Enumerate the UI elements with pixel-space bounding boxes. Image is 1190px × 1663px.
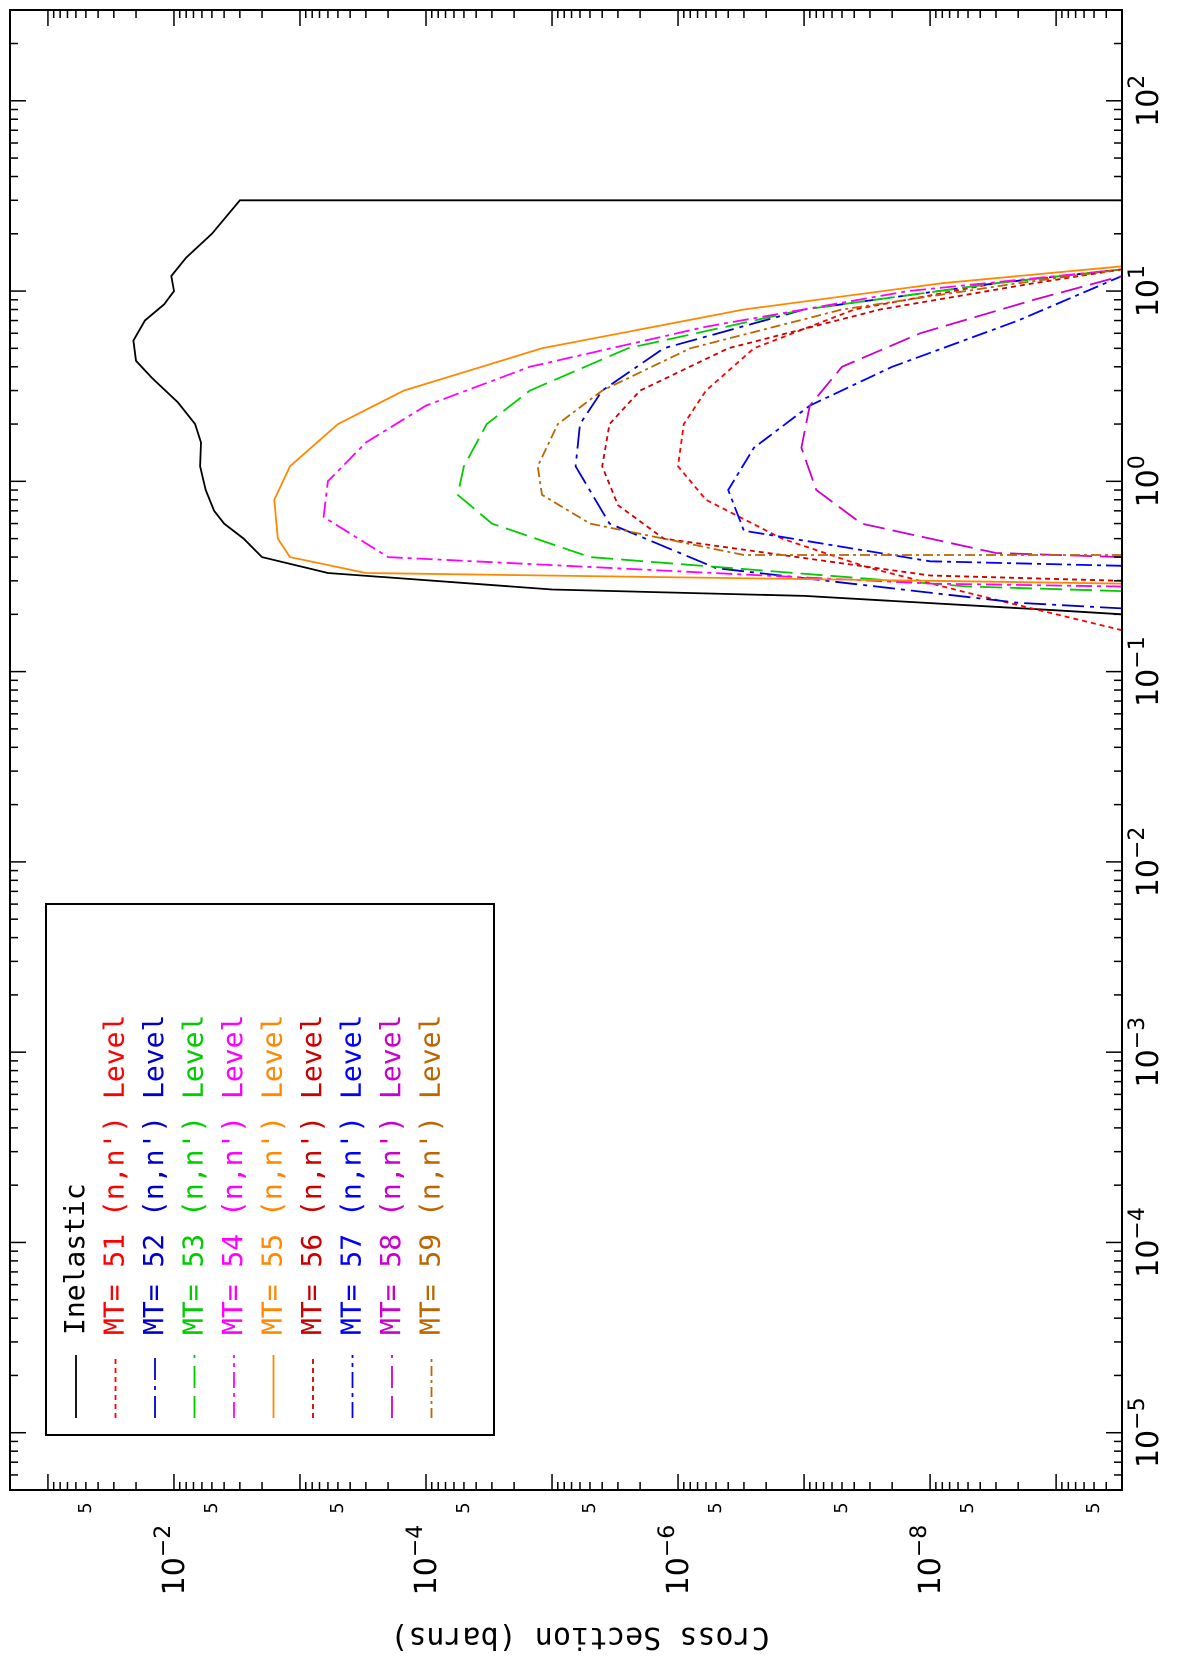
series-line-inelastic [132,199,1123,616]
x-tick-label: 10−5 [1125,1397,1166,1468]
x-tick-label: 10−2 [1125,827,1166,898]
x-tick-label: 10−1 [1125,636,1166,707]
y-minor-tick-label: 5 [579,1502,600,1513]
series-line-51 [677,268,1123,632]
legend-entry-55: MT= 55 (n,n') Level [256,1015,289,1335]
legend-entry-53: MT= 53 (n,n') Level [177,1015,210,1335]
y-minor-tick-label: 5 [1083,1502,1104,1513]
legend-entry-54: MT= 54 (n,n') Level [216,1015,249,1335]
y-minor-tick-label: 5 [705,1502,726,1513]
y-minor-tick-label: 5 [831,1502,852,1513]
y-minor-tick-label: 5 [327,1502,348,1513]
x-tick-label: 10−4 [1125,1207,1166,1278]
x-axis-ticks: 10−5 10−4 10−3 10−2 10−1 100 101 102 [10,9,1166,1476]
x-tick-label: 101 [1125,265,1166,317]
series-line-53 [456,268,1123,592]
y-tick-label: 10−4 [403,1525,444,1596]
plot-frame [9,9,1123,1491]
y-tick-label: 10−6 [655,1525,696,1596]
legend-box [45,903,495,1436]
series-line-54 [322,268,1123,588]
legend-entry-56: MT= 56 (n,n') Level [295,1015,328,1335]
y-minor-tick-label: 5 [75,1502,96,1513]
series-layer [132,199,1123,632]
y-tick-label: 10−2 [151,1525,192,1596]
x-tick-label: 102 [1125,75,1166,127]
legend-entry-59: MT= 59 (n,n') Level [414,1015,447,1335]
legend-entry-57: MT= 57 (n,n') Level [335,1015,368,1335]
y-axis-title: Cross Section (barns) [390,1620,769,1655]
legend-entry-51: MT= 51 (n,n') Level [98,1015,131,1335]
y-minor-tick-label: 5 [201,1502,222,1513]
legend-entry-inelastic: Inelastic [58,1183,91,1335]
x-tick-label: 100 [1125,455,1166,507]
series-line-59 [536,268,1123,556]
y-tick-label: 10−8 [907,1525,948,1596]
y-axis-ticks: 5 5 5 5 5 5 5 5 5 10−8 10−6 10−4 10−2 [9,10,1123,1596]
legend-entry-58: MT= 58 (n,n') Level [374,1015,407,1335]
y-minor-tick-label: 5 [957,1502,978,1513]
legend-entry-52: MT= 52 (n,n') Level [137,1015,170,1335]
series-line-57 [727,275,1123,567]
x-tick-label: 10−3 [1125,1017,1166,1088]
series-line-55 [273,265,1123,585]
y-minor-tick-label: 5 [453,1502,474,1513]
series-line-56 [601,268,1123,582]
series-line-58 [800,275,1123,558]
